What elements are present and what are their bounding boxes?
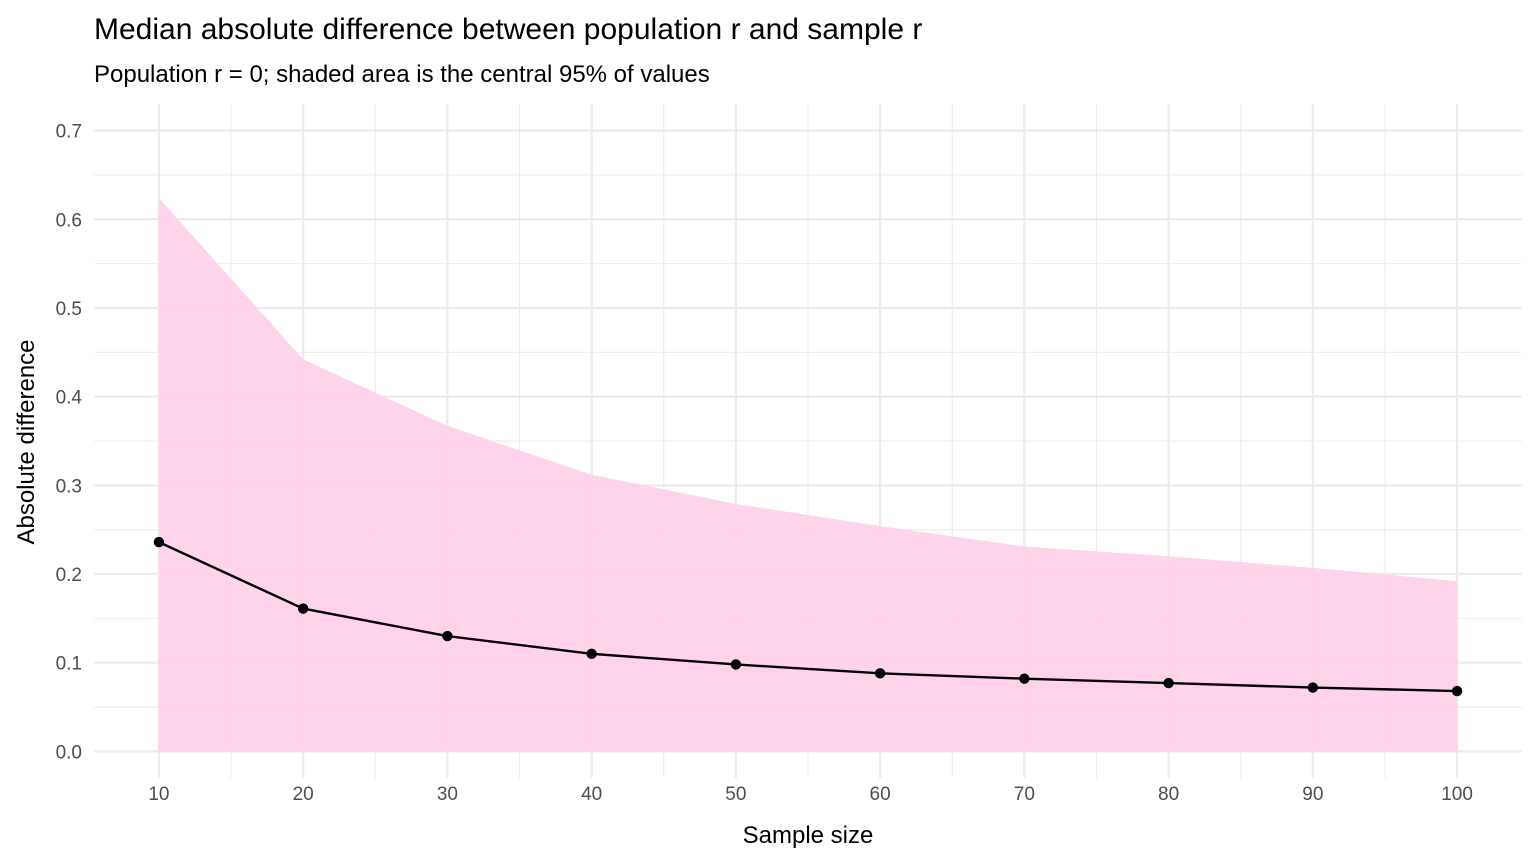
median-point bbox=[442, 630, 453, 642]
y-tick-label: 0.2 bbox=[56, 565, 82, 586]
median-series bbox=[158, 541, 1458, 693]
median-point bbox=[1307, 682, 1319, 693]
y-tick-label: 0.0 bbox=[56, 742, 82, 763]
chart-subtitle: Population r = 0; shaded area is the cen… bbox=[94, 61, 710, 88]
y-tick-label: 0.4 bbox=[56, 388, 83, 409]
median-point bbox=[1019, 673, 1030, 684]
x-tick-label: 70 bbox=[1014, 784, 1035, 805]
median-point bbox=[1163, 677, 1174, 689]
x-axis-ticks: 10 20 30 40 50 60 70 80 90 100 bbox=[148, 784, 1473, 805]
y-tick-label: 0.6 bbox=[56, 210, 82, 231]
y-axis-title: Absolute difference bbox=[13, 339, 40, 544]
confidence-band bbox=[158, 198, 1458, 752]
y-tick-label: 0.7 bbox=[56, 122, 82, 143]
x-tick-label: 50 bbox=[725, 784, 746, 805]
x-tick-label: 30 bbox=[437, 784, 458, 805]
x-tick-label: 100 bbox=[1441, 784, 1473, 805]
x-tick-label: 20 bbox=[293, 784, 314, 805]
x-tick-label: 90 bbox=[1302, 784, 1323, 805]
median-points bbox=[153, 536, 1463, 697]
x-tick-label: 60 bbox=[870, 784, 891, 805]
median-point bbox=[297, 603, 309, 614]
median-point bbox=[730, 659, 742, 670]
y-tick-label: 0.3 bbox=[56, 476, 82, 497]
x-tick-label: 80 bbox=[1158, 784, 1179, 805]
y-axis-ticks: 0.0 0.1 0.2 0.3 0.4 0.5 0.6 0.7 bbox=[56, 122, 83, 764]
y-tick-label: 0.1 bbox=[56, 654, 82, 675]
x-tick-label: 40 bbox=[581, 784, 602, 805]
x-tick-label: 10 bbox=[148, 784, 169, 805]
band-area bbox=[158, 198, 1458, 752]
median-point bbox=[1451, 685, 1463, 697]
chart-title: Median absolute difference between popul… bbox=[94, 13, 922, 46]
x-axis-title: Sample size bbox=[743, 822, 874, 849]
median-line bbox=[158, 541, 1458, 693]
median-point bbox=[586, 648, 597, 660]
median-point bbox=[153, 536, 165, 548]
y-tick-label: 0.5 bbox=[56, 299, 82, 320]
median-point bbox=[874, 668, 886, 679]
